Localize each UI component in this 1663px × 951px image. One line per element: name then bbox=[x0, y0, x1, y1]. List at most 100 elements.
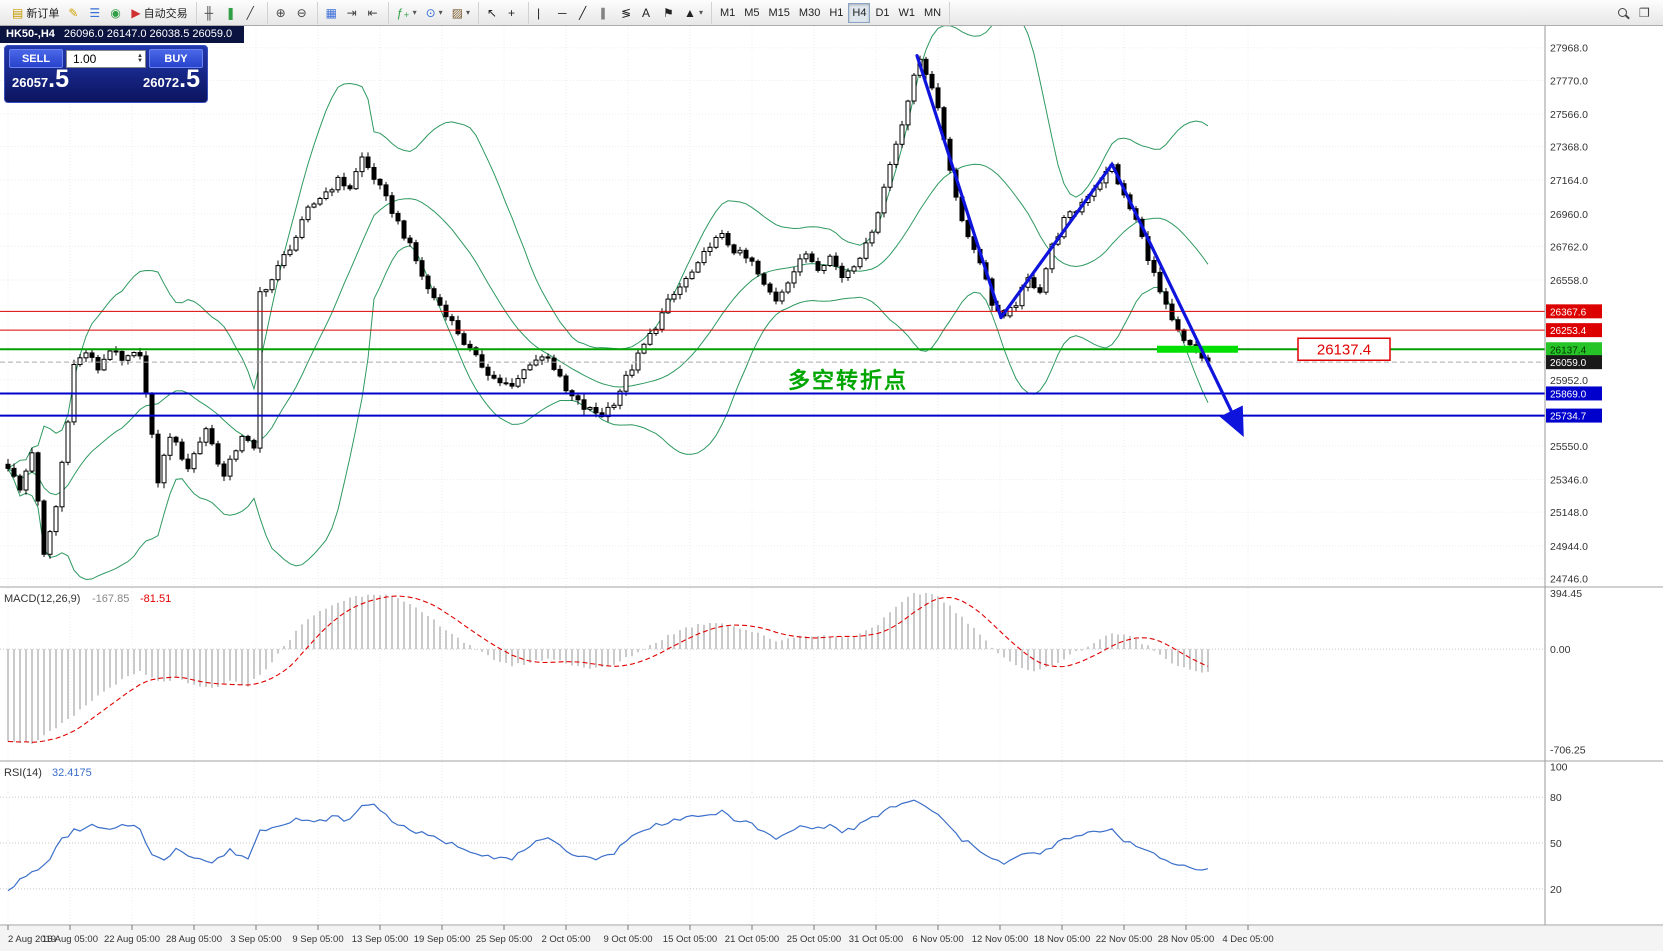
search-button[interactable] bbox=[1614, 3, 1634, 23]
crosshair-button[interactable]: + bbox=[504, 3, 524, 23]
timeframe-h1-button[interactable]: H1 bbox=[825, 3, 847, 23]
timeframe-h4-button-label: H4 bbox=[852, 6, 867, 19]
vertical-line-button[interactable]: | bbox=[533, 3, 553, 23]
trendline-1[interactable] bbox=[915, 54, 1003, 320]
arrow-label-icon: ⚑ bbox=[663, 5, 674, 20]
timeframe-h1-button-label: H1 bbox=[829, 6, 844, 19]
trendline-2[interactable] bbox=[999, 162, 1114, 320]
macd-signal-value: -81.51 bbox=[140, 593, 171, 605]
new-order-button[interactable]: ▤ 新订单 bbox=[8, 3, 63, 23]
candlestick-chart-button[interactable]: ❚ bbox=[222, 3, 242, 23]
timeframe-m30-button-label: M30 bbox=[798, 6, 821, 19]
annotation-text[interactable]: 多空转折点 bbox=[788, 368, 908, 393]
fibonacci-button[interactable]: ≶ bbox=[617, 3, 637, 23]
toolbar-group-zoom: ⊕ ⊖ bbox=[268, 1, 318, 24]
macd-axis-label: -706.25 bbox=[1550, 745, 1586, 757]
timeframe-d1-button[interactable]: D1 bbox=[871, 3, 893, 23]
svg-text:26137.4: 26137.4 bbox=[1317, 341, 1371, 358]
price-axis-label: 27968.0 bbox=[1550, 43, 1588, 55]
time-axis-label: 18 Nov 05:00 bbox=[1034, 934, 1091, 945]
indicators-icon: ƒ₊ bbox=[396, 5, 410, 20]
floating-price-label[interactable]: 26137.4 bbox=[1297, 337, 1391, 362]
time-axis-label: 28 Aug 05:00 bbox=[166, 934, 222, 945]
buy-price[interactable]: 26072.5 bbox=[142, 65, 200, 93]
price-axis[interactable]: 27968.0 27770.0 27566.0 27368.0 27164.0 26960… bbox=[1544, 26, 1663, 925]
macd-main-value: -167.85 bbox=[92, 593, 129, 605]
data-window-icon: ◉ bbox=[110, 5, 121, 20]
volume-up-button[interactable]: ▲ bbox=[137, 52, 143, 59]
time-axis-label: 19 Sep 05:00 bbox=[414, 934, 471, 945]
zoom-out-button[interactable]: ⊖ bbox=[293, 3, 313, 23]
trendline-button[interactable]: ╱ bbox=[575, 3, 595, 23]
timeframe-h4-button[interactable]: H4 bbox=[848, 2, 871, 23]
data-window-button[interactable]: ◉ bbox=[106, 3, 126, 23]
shapes-button[interactable]: ▲ ▾ bbox=[680, 3, 707, 23]
crosshair-icon: + bbox=[508, 5, 516, 20]
rsi-label: RSI(14) bbox=[4, 767, 42, 779]
macd-axis-label: 394.45 bbox=[1550, 588, 1582, 600]
cursor-button[interactable]: ↖ bbox=[483, 3, 503, 23]
zoom-in-button[interactable]: ⊕ bbox=[272, 3, 292, 23]
timeframe-m1-button[interactable]: M1 bbox=[716, 3, 739, 23]
candles-layer bbox=[5, 55, 1211, 559]
timeframe-w1-button[interactable]: W1 bbox=[895, 3, 920, 23]
timeframe-w1-button-label: W1 bbox=[898, 6, 916, 19]
rsi-value: 32.4175 bbox=[52, 767, 92, 779]
chart-shift-icon: ⇤ bbox=[367, 5, 378, 20]
channel-button[interactable]: ∥ bbox=[596, 3, 616, 23]
horizontal-line-button[interactable]: ─ bbox=[554, 3, 574, 23]
bar-chart-button[interactable]: ╫ bbox=[201, 3, 221, 23]
price-axis-label: 26762.0 bbox=[1550, 241, 1588, 253]
timeframe-m1-button-label: M1 bbox=[719, 6, 736, 19]
macd-axis-label: 0.00 bbox=[1550, 644, 1571, 656]
text-button[interactable]: A bbox=[638, 3, 658, 23]
timeframe-m5-button-label: M5 bbox=[744, 6, 760, 19]
tile-windows-button[interactable]: ▦ bbox=[322, 3, 342, 23]
metaeditor-button[interactable]: ✎ bbox=[64, 3, 84, 23]
toolbar-group-drawing: | ─ ╱ ∥ ≶ A ⚑ ▲ ▾ bbox=[529, 1, 712, 24]
auto-scroll-button[interactable]: ⇥ bbox=[343, 3, 363, 23]
sell-price[interactable]: 26057.5 bbox=[12, 65, 70, 93]
toolbar-group-chart-tools: ƒ₊ ▾ ⊙ ▾ ▨ ▾ bbox=[389, 1, 480, 24]
price-axis-label: 26558.0 bbox=[1550, 275, 1588, 287]
chevron-down-icon: ▾ bbox=[438, 8, 443, 17]
volume-down-button[interactable]: ▼ bbox=[137, 57, 143, 64]
horizontal-line-icon: ─ bbox=[558, 5, 567, 20]
toolbar-group-timeframes: M1 M5 M15 M30 H1 H4 D1 W1 MN bbox=[712, 1, 951, 24]
timeframe-d1-button-label: D1 bbox=[875, 6, 890, 19]
market-watch-button[interactable]: ☰ bbox=[85, 3, 105, 23]
periods-button[interactable]: ⊙ ▾ bbox=[422, 3, 447, 23]
templates-button[interactable]: ▨ ▾ bbox=[448, 3, 474, 23]
line-chart-button[interactable]: ╱ bbox=[243, 3, 263, 23]
volume-field[interactable]: 1.00 ▲ ▼ bbox=[66, 49, 146, 68]
price-axis-label: 27770.0 bbox=[1550, 75, 1588, 87]
price-tag-label: 26367.6 bbox=[1550, 307, 1587, 318]
indicators-button[interactable]: ƒ₊ ▾ bbox=[393, 3, 421, 23]
one-click-trading-panel: SELL 1.00 ▲ ▼ BUY 26057.5 26072.5 bbox=[4, 45, 208, 103]
arrow-label-button[interactable]: ⚑ bbox=[659, 3, 679, 23]
chart-canvas[interactable]: 多空转折点 26137.4 27968.0 27770.0 27566.0 27368.0… bbox=[0, 26, 1663, 951]
time-axis-label: 2 Oct 05:00 bbox=[541, 934, 590, 945]
timeframe-m15-button[interactable]: M15 bbox=[765, 3, 794, 23]
trendline-3[interactable] bbox=[1110, 162, 1244, 437]
timeframe-m30-button[interactable]: M30 bbox=[795, 3, 824, 23]
timeframe-mn-button[interactable]: MN bbox=[920, 3, 945, 23]
timeframe-m5-button[interactable]: M5 bbox=[740, 3, 763, 23]
macd-signal-line bbox=[7, 595, 1209, 743]
price-axis-label: 27164.0 bbox=[1550, 175, 1588, 187]
price-tag bbox=[1546, 386, 1602, 401]
time-axis-label: 22 Aug 05:00 bbox=[104, 934, 160, 945]
sell-button[interactable]: SELL bbox=[9, 49, 63, 68]
time-axis-label: 6 Nov 05:00 bbox=[912, 934, 963, 945]
time-axis-label: 15 Oct 05:00 bbox=[663, 934, 717, 945]
rsi-axis-label: 100 bbox=[1550, 762, 1568, 774]
volume-value[interactable]: 1.00 bbox=[73, 51, 97, 66]
chart-shift-button[interactable]: ⇤ bbox=[364, 3, 384, 23]
price-axis-label: 25550.0 bbox=[1550, 441, 1588, 453]
buy-button[interactable]: BUY bbox=[149, 49, 203, 68]
price-tag bbox=[1546, 323, 1602, 338]
new-window-button[interactable]: ❐ bbox=[1635, 3, 1655, 23]
bar-chart-icon: ╫ bbox=[204, 5, 214, 20]
autotrade-button[interactable]: ▶ 自动交易 bbox=[127, 3, 191, 23]
